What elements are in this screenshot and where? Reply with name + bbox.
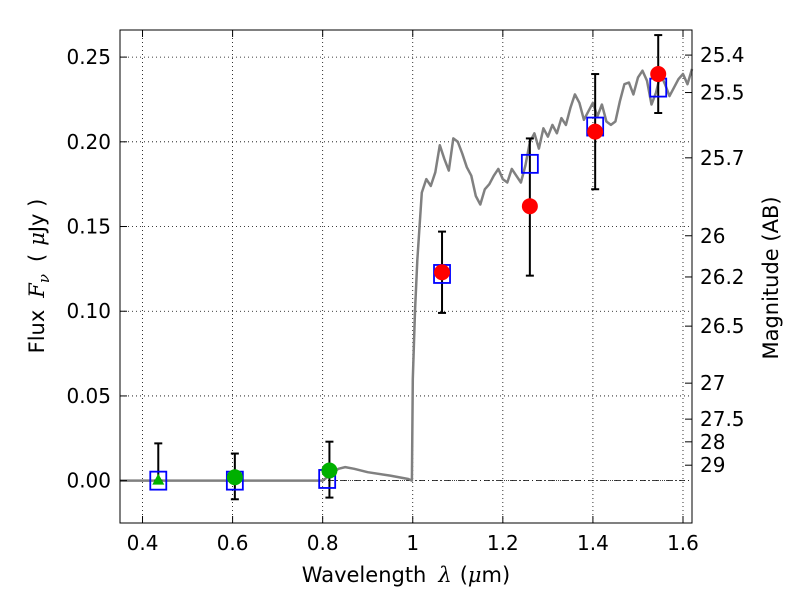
- model-square-marker: [149, 470, 168, 491]
- red-circle-marker: [521, 198, 538, 215]
- y-tick-label: 0.25: [66, 45, 111, 69]
- x-tick-label: 0.8: [307, 531, 339, 555]
- y-tick-label: 0.00: [66, 469, 111, 493]
- y2-axis-label: Magnitude (AB): [759, 196, 783, 359]
- y-tick-label: 0.20: [66, 130, 111, 154]
- x-tick-label: 0.6: [217, 531, 249, 555]
- red-circle-marker: [587, 123, 604, 140]
- y-tick-label: 0.15: [66, 215, 111, 239]
- error-bars: [154, 34, 663, 501]
- x-tick-label: 1.4: [577, 531, 609, 555]
- mag-tick-label: 29: [700, 453, 725, 477]
- mag-tick-label: 26.5: [700, 314, 745, 338]
- green-circle-marker: [321, 462, 338, 479]
- grid: [120, 30, 692, 523]
- y-tick-label: 0.10: [66, 299, 111, 323]
- plot-frame: [119, 29, 693, 524]
- y-tick-label: 0.05: [66, 384, 111, 408]
- red-circle-marker: [650, 66, 667, 83]
- mag-tick-label: 27.5: [700, 407, 745, 431]
- y-axis-label: FluxFν(μJy ): [25, 199, 53, 354]
- red-circle-marker: [434, 264, 451, 281]
- mag-tick-label: 25.4: [700, 43, 745, 67]
- x-tick-label: 1.6: [667, 531, 699, 555]
- mag-tick-label: 26.2: [700, 265, 745, 289]
- mag-tick-label: 25.7: [700, 146, 745, 170]
- observed-points: [152, 66, 667, 486]
- ticks: 0.4 0.6 0.8 1 1.2 1.4 1.6 0.00 0.05 0.10 0.15 0.20 0…: [66, 30, 745, 555]
- green-circle-marker: [226, 469, 243, 486]
- green-triangle-marker: [152, 473, 165, 485]
- x-tick-label: 1.2: [487, 531, 519, 555]
- mag-tick-label: 28: [700, 430, 725, 454]
- mag-tick-label: 26: [700, 224, 725, 248]
- spectrum-line: [120, 68, 694, 482]
- x-tick-label: 1: [406, 531, 419, 555]
- mag-tick-label: 27: [700, 371, 725, 395]
- model-points: [149, 77, 668, 491]
- spectrum: [120, 68, 694, 482]
- model-square-marker: [520, 153, 539, 174]
- mag-tick-label: 25.5: [700, 81, 745, 105]
- x-axis-label: Wavelength λ (μm): [302, 563, 510, 587]
- x-tick-label: 0.4: [127, 531, 159, 555]
